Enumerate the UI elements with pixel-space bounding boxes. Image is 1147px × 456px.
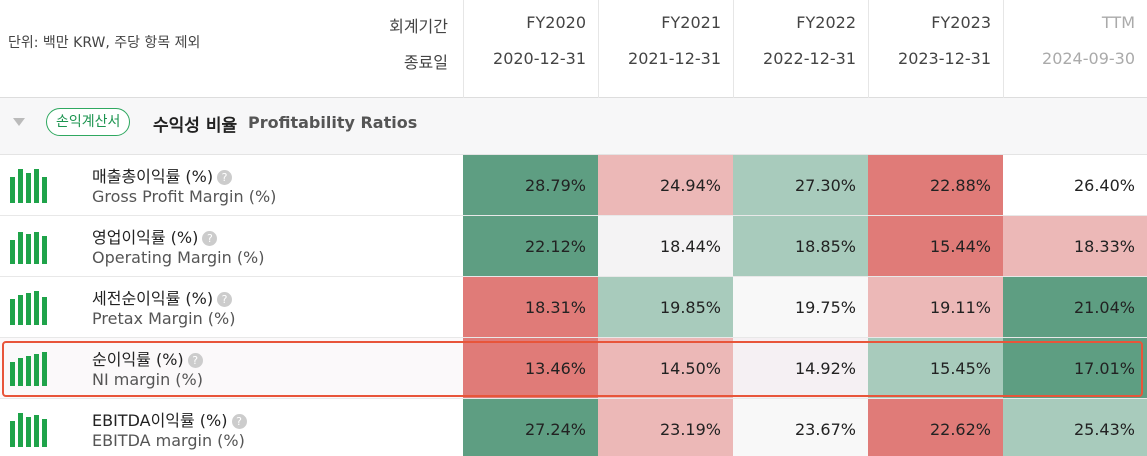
value-cell: 18.33% (1003, 216, 1147, 277)
value-cell: 15.45% (868, 338, 1003, 399)
help-wrap: ? (228, 411, 247, 430)
row-label-bg (0, 338, 463, 399)
period-label: 회계기간 (389, 17, 448, 36)
column-date: 2024-09-30 (1042, 49, 1135, 68)
metric-name-ko: EBITDA이익률 (%)? (92, 407, 247, 431)
value-cell: 24.94% (598, 155, 733, 216)
column-period: FY2022 (796, 13, 856, 32)
help-icon[interactable]: ? (217, 292, 233, 307)
help-wrap: ? (213, 167, 233, 186)
value-cell: 19.75% (733, 277, 868, 338)
column-separator (463, 0, 464, 98)
value-cell: 14.50% (598, 338, 733, 399)
column-period: FY2020 (526, 13, 586, 32)
help-wrap: ? (184, 350, 203, 369)
chart-icon[interactable] (10, 291, 47, 325)
value-cell: 19.11% (868, 277, 1003, 338)
value-cell: 14.92% (733, 338, 868, 399)
value-cell: 27.24% (463, 399, 598, 456)
help-icon[interactable]: ? (217, 170, 233, 185)
help-icon[interactable]: ? (187, 353, 203, 368)
metric-name-ko: 순이익률 (%)? (92, 346, 203, 370)
help-wrap: ? (213, 289, 233, 308)
value-cell: 22.12% (463, 216, 598, 277)
column-date: 2020-12-31 (493, 49, 586, 68)
chart-icon[interactable] (10, 352, 47, 386)
column-separator (598, 0, 599, 98)
metric-name-ko: 영업이익률 (%)? (92, 224, 218, 248)
value-cell: 19.85% (598, 277, 733, 338)
column-period: FY2023 (931, 13, 991, 32)
value-cell: 13.46% (463, 338, 598, 399)
section-row (0, 98, 1147, 155)
column-separator (733, 0, 734, 98)
value-cell: 17.01% (1003, 338, 1147, 399)
metric-name-ko: 세전순이익률 (%)? (92, 285, 233, 309)
chart-icon[interactable] (10, 230, 47, 264)
value-cell: 26.40% (1003, 155, 1147, 216)
section-title: 수익성 비율 (153, 116, 238, 136)
row-highlight (2, 341, 1143, 397)
section-subtitle: Profitability Ratios (248, 113, 418, 132)
column-date: 2021-12-31 (628, 49, 721, 68)
value-cell: 18.31% (463, 277, 598, 338)
value-cell: 22.88% (868, 155, 1003, 216)
value-cell: 22.62% (868, 399, 1003, 456)
unit-note: 단위: 백만 KRW, 주당 항목 제외 (8, 35, 201, 51)
collapse-icon[interactable] (12, 116, 26, 128)
value-cell: 25.43% (1003, 399, 1147, 456)
value-cell: 28.79% (463, 155, 598, 216)
header (0, 0, 1147, 98)
help-icon[interactable]: ? (202, 231, 218, 246)
column-date: 2023-12-31 (898, 49, 991, 68)
value-cell: 23.19% (598, 399, 733, 456)
section-badge[interactable]: 손익계산서 (46, 108, 131, 136)
column-period: TTM (1101, 13, 1135, 32)
metric-name-en: Gross Profit Margin (%) (92, 187, 277, 206)
metric-name-ko: 매출총이익률 (%)? (92, 163, 233, 187)
metric-name-en: EBITDA margin (%) (92, 431, 245, 450)
column-separator (1003, 0, 1004, 98)
value-cell: 18.85% (733, 216, 868, 277)
metric-name-en: NI margin (%) (92, 370, 203, 389)
help-wrap: ? (198, 228, 218, 247)
row-label-bg (0, 277, 463, 338)
metric-name-en: Operating Margin (%) (92, 248, 265, 267)
column-date: 2022-12-31 (763, 49, 856, 68)
row-label-bg (0, 155, 463, 216)
date-label: 종료일 (403, 53, 448, 72)
chart-icon[interactable] (10, 169, 47, 203)
value-cell: 18.44% (598, 216, 733, 277)
value-cell: 23.67% (733, 399, 868, 456)
help-icon[interactable]: ? (231, 414, 247, 429)
value-cell: 27.30% (733, 155, 868, 216)
value-cell: 21.04% (1003, 277, 1147, 338)
metric-name-en: Pretax Margin (%) (92, 309, 236, 328)
value-cell: 15.44% (868, 216, 1003, 277)
row-label-bg (0, 216, 463, 277)
column-separator (868, 0, 869, 98)
row-label-bg (0, 399, 463, 456)
column-period: FY2021 (661, 13, 721, 32)
chart-icon[interactable] (10, 413, 47, 447)
